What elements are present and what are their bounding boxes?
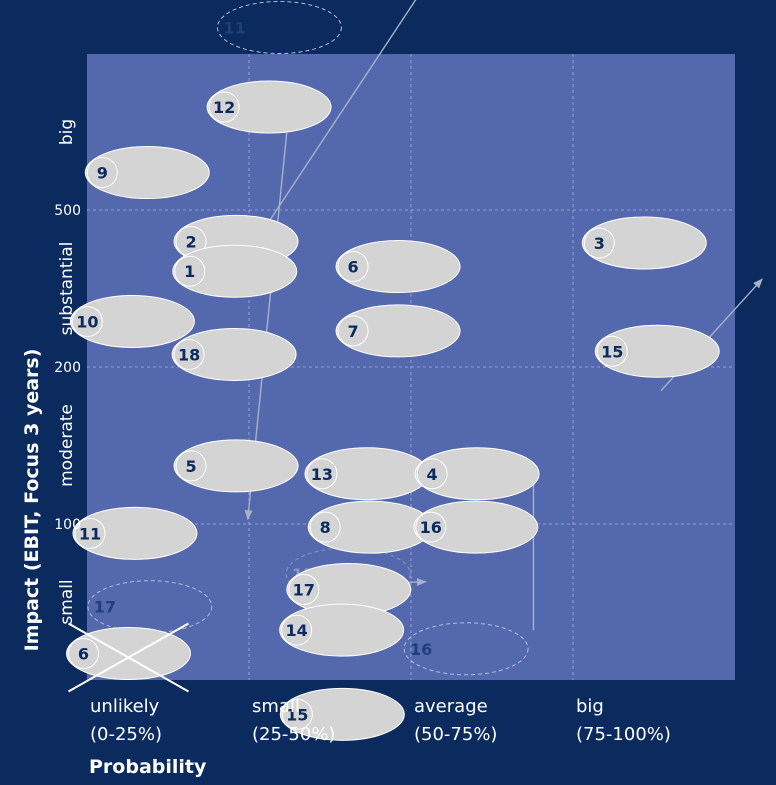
risk-bubble	[84, 146, 210, 200]
risk-id-label: 2	[185, 232, 196, 251]
cross-out-line	[67, 622, 189, 693]
risk-bubble	[279, 603, 405, 657]
risk-bubble	[171, 327, 297, 381]
risk-bubble	[594, 324, 720, 378]
risk-id-label: 8	[320, 518, 331, 537]
risk-id-label: 14	[286, 621, 308, 640]
risk-id-label: 11	[223, 18, 245, 37]
x-category-range: (50-75%)	[414, 724, 497, 745]
risk-bubble	[414, 447, 540, 501]
label-circle	[208, 91, 240, 123]
risk-id-label: 9	[97, 164, 108, 183]
x-axis-title: Probability	[89, 756, 207, 778]
risk-bubble	[279, 687, 405, 741]
x-category-label: small	[252, 696, 300, 717]
risk-id-label: 1	[184, 262, 195, 281]
risk-id-label: 16	[410, 640, 432, 659]
previous-position-ellipse	[216, 0, 342, 54]
label-circle	[71, 305, 103, 337]
risk-id-label: 10	[76, 312, 98, 331]
risk-bubble	[206, 80, 332, 134]
risk-id-label: 6	[347, 258, 358, 277]
label-circle	[281, 698, 313, 730]
risk-bubble	[335, 304, 461, 358]
label-circle	[86, 157, 118, 189]
risk-id-label: 17	[293, 581, 315, 600]
y-category-label: big	[57, 119, 77, 145]
label-circle	[415, 511, 447, 543]
y-axis-title: Impact (EBIT, Focus 3 years)	[21, 349, 43, 652]
risk-id-label: 7	[347, 322, 358, 341]
label-circle	[74, 517, 106, 549]
label-circle	[175, 450, 207, 482]
risk-id-label: 5	[185, 457, 196, 476]
risk-bubble	[335, 240, 461, 294]
y-category-labels: small moderate substantial big	[57, 119, 77, 625]
x-category-label: big	[576, 696, 604, 717]
risk-bubble	[172, 244, 298, 298]
risk-bubble	[69, 294, 195, 348]
label-circle	[337, 315, 369, 347]
label-circle	[288, 574, 320, 606]
label-circle	[596, 335, 628, 367]
risk-bubble	[413, 500, 539, 554]
y-category-label: substantial	[57, 242, 77, 336]
risk-id-label: 11	[79, 524, 101, 543]
y-category-label: small	[57, 579, 77, 624]
x-category-label: average	[414, 696, 488, 717]
x-category-range: (25-50%)	[252, 724, 335, 745]
risk-id-label: 6	[78, 644, 89, 663]
y-tick-label: 200	[54, 360, 81, 376]
y-tick-label: 100	[54, 517, 81, 533]
label-circle	[309, 511, 341, 543]
label-circle	[583, 227, 615, 259]
risk-id-label: 18	[178, 345, 200, 364]
label-circle	[306, 458, 338, 490]
previous-position-ellipse	[403, 622, 529, 676]
risk-id-label: 17	[94, 598, 116, 617]
label-circle	[337, 251, 369, 283]
risk-id-label: 15	[286, 705, 308, 724]
risk-bubble	[581, 216, 707, 270]
label-circle	[416, 458, 448, 490]
label-circle	[174, 255, 206, 287]
x-category-label: unlikely	[90, 696, 160, 717]
y-tick-label: 500	[54, 203, 81, 219]
label-circle	[173, 338, 205, 370]
x-category-range: (0-25%)	[90, 724, 162, 745]
x-category-range: (75-100%)	[576, 724, 671, 745]
y-tick-labels: 100 200 500	[54, 203, 81, 533]
label-circle	[281, 614, 313, 646]
label-circle	[67, 637, 99, 669]
risk-id-label: 12	[213, 98, 235, 117]
x-category-labels: unlikely (0-25%) small (25-50%) average (50-7…	[90, 696, 671, 745]
risk-bubble	[173, 439, 299, 493]
y-category-label: moderate	[57, 404, 77, 487]
risk-bubble	[72, 506, 198, 560]
risk-id-label: 15	[601, 342, 623, 361]
risk-id-label: 3	[594, 234, 605, 253]
risk-id-label: 4	[427, 465, 438, 484]
risk-id-label: 16	[420, 518, 442, 537]
risk-id-label: 13	[311, 465, 333, 484]
